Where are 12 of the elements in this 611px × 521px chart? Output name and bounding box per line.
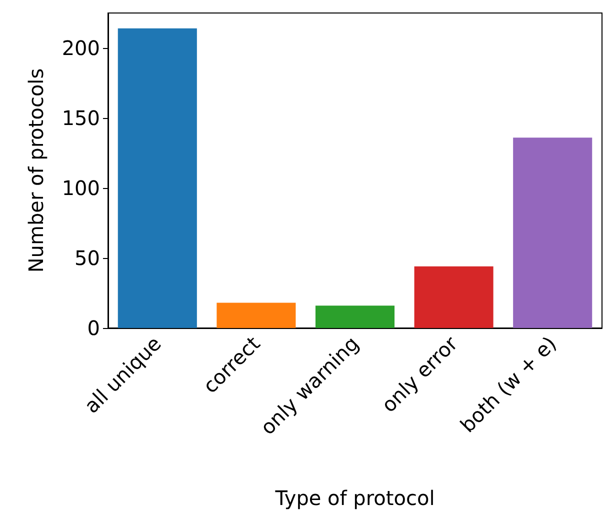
bar [118, 28, 197, 328]
bar [513, 138, 592, 328]
y-tick-label: 50 [74, 246, 100, 270]
y-tick-label: 0 [87, 316, 100, 340]
y-tick-label: 200 [62, 36, 100, 60]
bar [414, 266, 494, 328]
y-tick-label: 100 [62, 176, 100, 200]
y-axis-title: Number of protocols [24, 68, 48, 273]
y-tick-label: 150 [62, 106, 100, 130]
bar [216, 302, 296, 328]
bar [315, 306, 395, 328]
x-axis-title: Type of protocol [274, 486, 435, 510]
